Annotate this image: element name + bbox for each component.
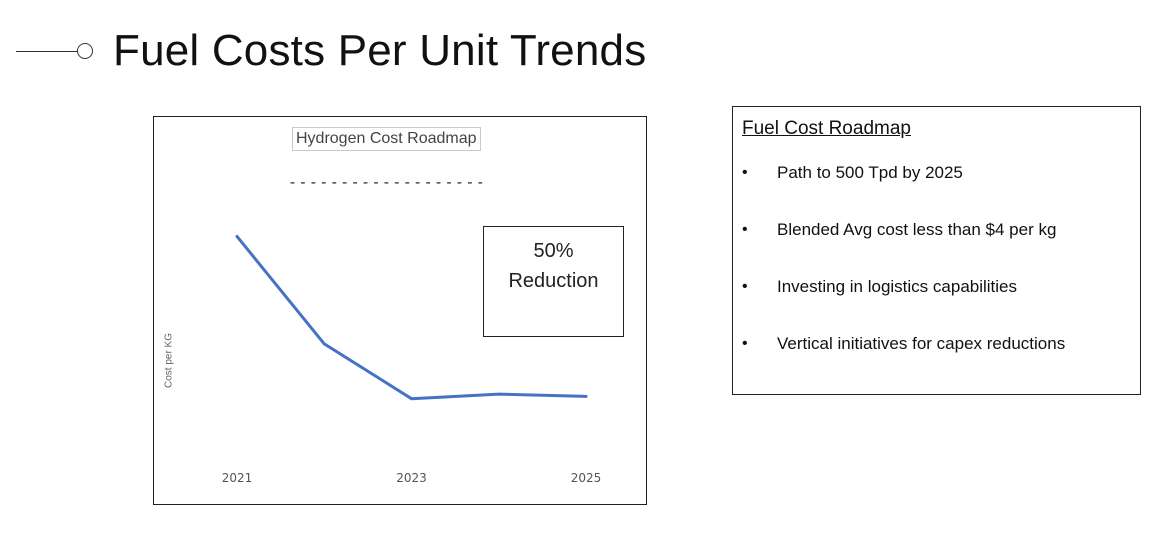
x-tick-label: 2023 [396, 471, 427, 485]
fuel-cost-roadmap-box: Fuel Cost Roadmap • Path to 500 Tpd by 2… [732, 106, 1141, 395]
roadmap-heading: Fuel Cost Roadmap [742, 118, 911, 139]
callout-text: Reduction [508, 270, 599, 292]
y-axis-label: Cost per KG [163, 332, 175, 389]
chart-panel: 2021 2023 2025 Hydrogen Cost Roadmap -----… [153, 116, 647, 505]
roadmap-item-text: Vertical initiatives for capex reduction… [777, 334, 1066, 353]
hydrogen-cost-chart: 2021 2023 2025 [222, 234, 602, 485]
roadmap-item-text: Blended Avg cost less than $4 per kg [777, 220, 1057, 239]
slide-title: Fuel Costs Per Unit Trends [113, 26, 647, 75]
x-tick-label: 2025 [571, 471, 602, 485]
chart-title: Hydrogen Cost Roadmap [292, 127, 481, 151]
roadmap-item: • Vertical initiatives for capex reducti… [742, 330, 1134, 357]
title-circle-icon [77, 43, 93, 59]
bullet-icon: • [742, 221, 748, 238]
bullet-icon: • [742, 335, 748, 352]
title-decoration-line [16, 50, 78, 52]
roadmap-item-text: Investing in logistics capabilities [777, 277, 1018, 296]
bullet-icon: • [742, 164, 748, 181]
callout-percent: 50% [533, 240, 574, 262]
roadmap-item: • Investing in logistics capabilities [742, 273, 1134, 300]
reduction-callout-box: 50% Reduction [483, 226, 624, 337]
slide-title-row: Fuel Costs Per Unit Trends [16, 22, 646, 80]
x-tick-label: 2021 [222, 471, 253, 485]
roadmap-item-text: Path to 500 Tpd by 2025 [777, 163, 963, 182]
chart-dashed-line: ------------------- [288, 173, 487, 191]
roadmap-item: • Blended Avg cost less than $4 per kg [742, 216, 1134, 243]
bullet-icon: • [742, 278, 748, 295]
roadmap-item: • Path to 500 Tpd by 2025 [742, 159, 1134, 186]
